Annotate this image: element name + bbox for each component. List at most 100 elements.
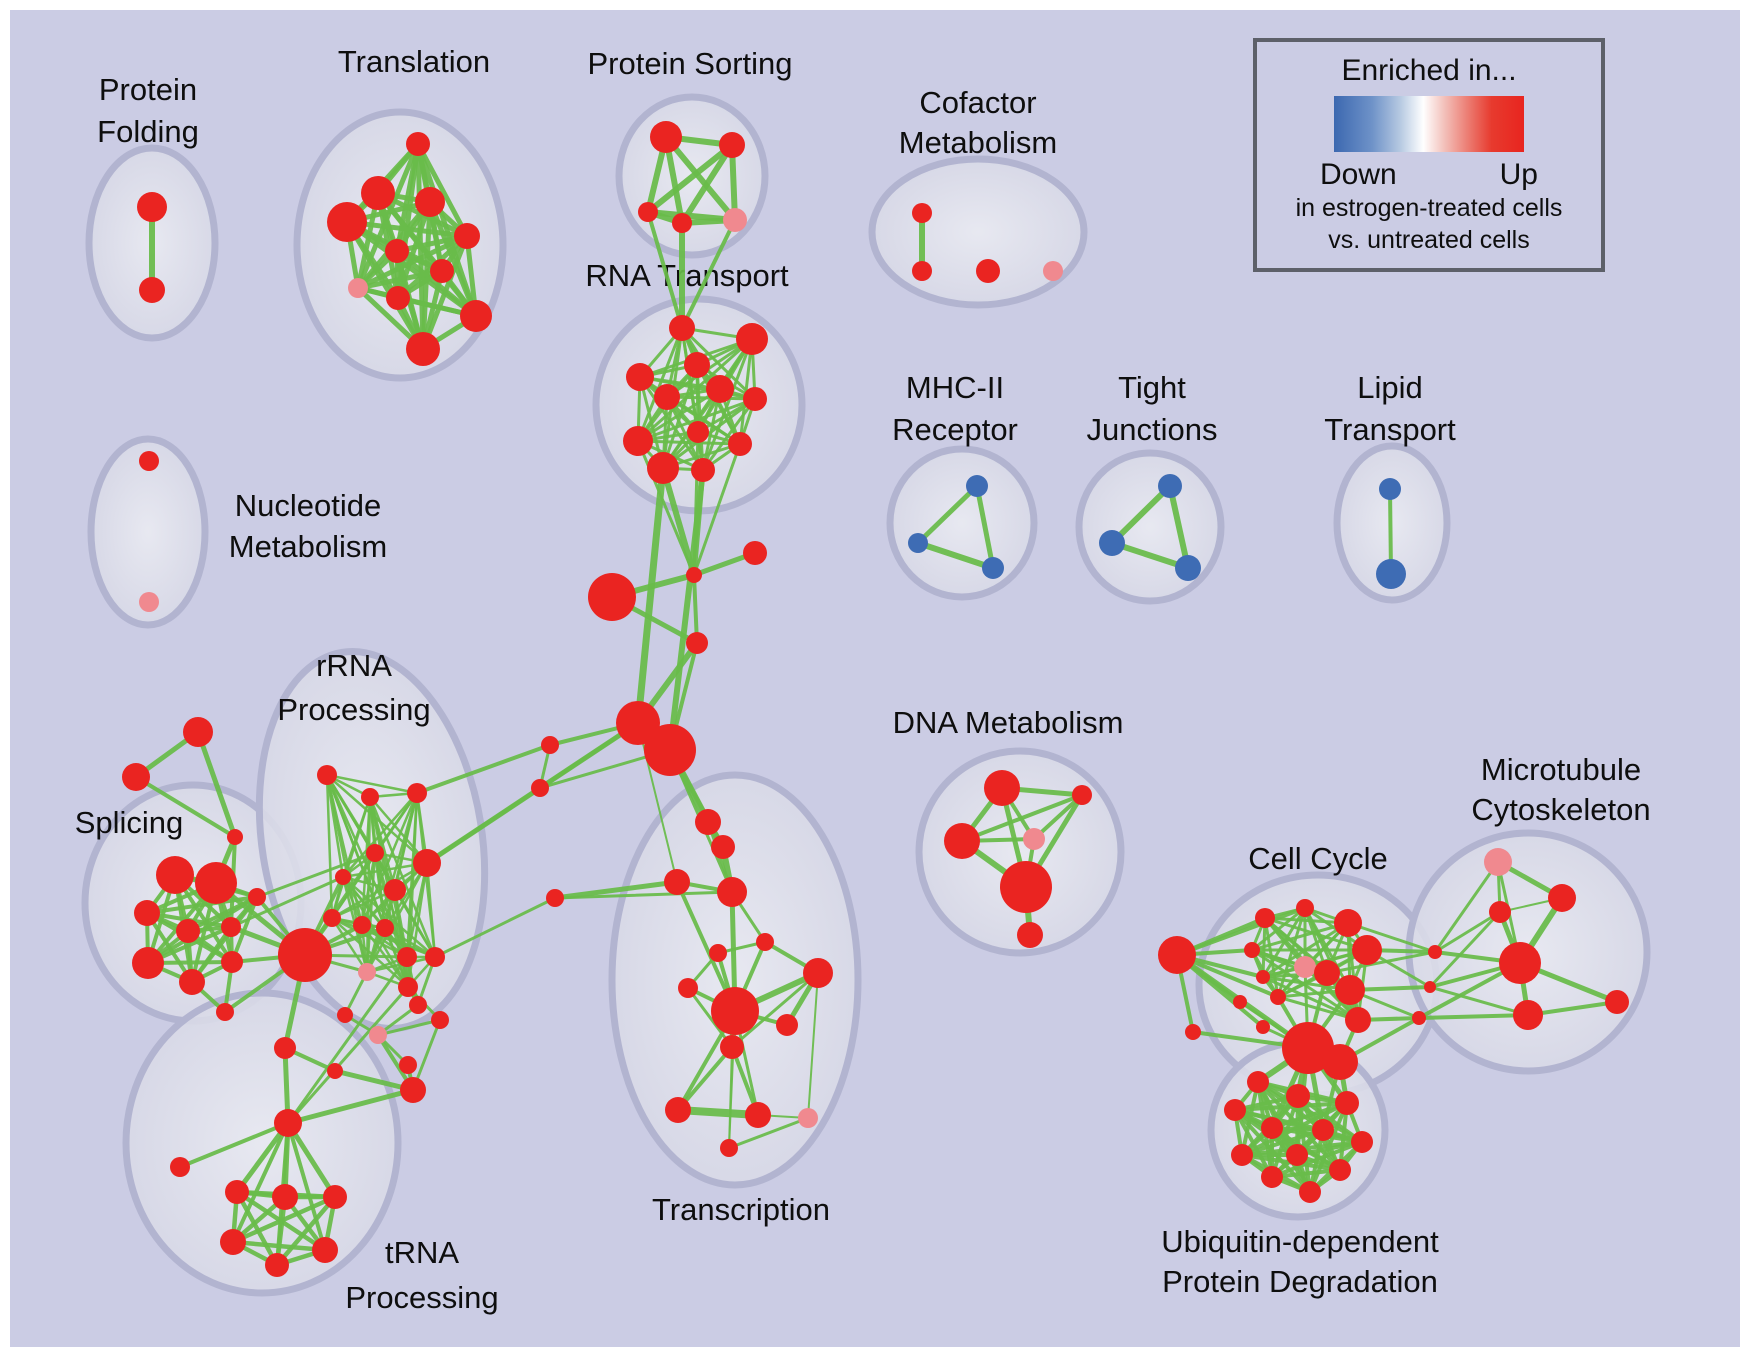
edge [195, 729, 238, 840]
node-CF2 [912, 261, 932, 281]
node-R2 [361, 788, 379, 806]
edge [1270, 1140, 1364, 1179]
node-RT2 [736, 323, 768, 355]
node-TR1 [225, 1180, 249, 1204]
node-CC11 [1345, 1007, 1371, 1033]
cluster-label-cofactor-metabolism: Metabolism [899, 125, 1058, 160]
node-RT1 [669, 315, 695, 341]
node-PF1 [137, 192, 167, 222]
edge [674, 1106, 762, 1119]
edge [178, 1121, 290, 1169]
node-T2 [361, 176, 395, 210]
node-S4 [176, 919, 200, 943]
legend-down-label: Down [1320, 158, 1397, 191]
node-MT2 [1489, 901, 1511, 923]
node-S10 [216, 1003, 234, 1021]
node-C2 [588, 573, 636, 621]
node-CF4 [1043, 261, 1063, 281]
edge [231, 1121, 290, 1244]
node-X10 [720, 1035, 744, 1059]
edge [332, 1068, 416, 1093]
node-R8 [323, 909, 341, 927]
node-TH [274, 1109, 302, 1137]
node-R0 [278, 928, 332, 982]
cluster-label-microtubule-cytoskeleton: Cytoskeleton [1471, 792, 1650, 827]
edge [1276, 906, 1307, 999]
cluster-label-cell-cycle: Cell Cycle [1248, 841, 1388, 876]
node-R6 [384, 879, 406, 901]
node-TR2 [272, 1184, 298, 1210]
node-U10 [1329, 1159, 1351, 1181]
node-R10 [376, 919, 394, 937]
node-CC5 [1294, 956, 1316, 978]
node-T10 [460, 300, 492, 332]
node-R17 [337, 1007, 353, 1023]
edge [376, 1018, 442, 1037]
node-PS5 [723, 208, 747, 232]
node-R4 [366, 844, 384, 862]
edge [636, 397, 757, 443]
cluster-label-mhc-ii-receptor: MHC-II [906, 370, 1004, 405]
cluster-label-trna-processing: Processing [345, 1280, 498, 1315]
edge [433, 896, 557, 959]
node-S7 [132, 947, 164, 979]
cluster-label-nucleotide-metabolism: Nucleotide [235, 488, 381, 523]
node-K1 [1428, 945, 1442, 959]
node-S5 [221, 917, 241, 937]
node-X14 [798, 1108, 818, 1128]
node-CCH2 [1322, 1044, 1358, 1080]
edge [1109, 483, 1173, 546]
node-K2 [1424, 981, 1436, 993]
edge [285, 1087, 416, 1126]
node-U1 [1247, 1071, 1269, 1093]
edge [1270, 1168, 1342, 1179]
node-LT1 [170, 1157, 190, 1177]
node-T9 [386, 286, 410, 310]
edge [680, 218, 737, 330]
node-L1 [541, 736, 559, 754]
edge [686, 986, 734, 1049]
node-X8 [803, 958, 833, 988]
node-N2 [139, 592, 159, 612]
node-RT6 [706, 375, 734, 403]
node-TR5 [312, 1237, 338, 1263]
node-MT0 [1499, 942, 1541, 984]
edge [636, 326, 684, 443]
edge [645, 142, 735, 215]
cluster-label-lipid-transport: Lipid [1357, 370, 1423, 405]
node-X4 [717, 877, 747, 907]
edge [730, 971, 820, 1049]
node-S11 [274, 1037, 296, 1059]
node-CC13 [1256, 1020, 1270, 1034]
node-TJ1 [1158, 474, 1182, 498]
node-RT3 [684, 352, 710, 378]
node-X12 [665, 1097, 691, 1123]
cluster-label-dna-metabolism: DNA Metabolism [893, 705, 1124, 740]
node-R5 [335, 869, 351, 885]
node-U8 [1231, 1144, 1253, 1166]
edge [1325, 950, 1437, 975]
node-C1 [686, 567, 702, 583]
node-T4 [415, 187, 445, 217]
edge [728, 1046, 733, 1149]
cluster-label-ubiquitin-degradation: Protein Degradation [1162, 1264, 1438, 1299]
edge [807, 972, 819, 1119]
cluster-label-ubiquitin-degradation: Ubiquitin-dependent [1161, 1224, 1439, 1259]
node-CC6 [1244, 942, 1260, 958]
node-RT4 [626, 363, 654, 391]
cluster-nucleotide-metabolism [87, 435, 209, 629]
cluster-label-microtubule-cytoskeleton: Microtubule [1481, 752, 1641, 787]
edge [234, 1189, 280, 1268]
node-X1 [695, 809, 721, 835]
node-T11 [406, 332, 440, 366]
node-MT4 [1605, 990, 1629, 1014]
node-RT11 [647, 452, 679, 484]
edge [960, 793, 1084, 843]
node-U9 [1286, 1144, 1308, 1166]
node-layer [122, 121, 1629, 1277]
edge [636, 387, 722, 443]
edge [692, 442, 742, 577]
edge [638, 375, 705, 472]
node-TR3 [323, 1185, 347, 1209]
node-U3 [1335, 1091, 1359, 1115]
